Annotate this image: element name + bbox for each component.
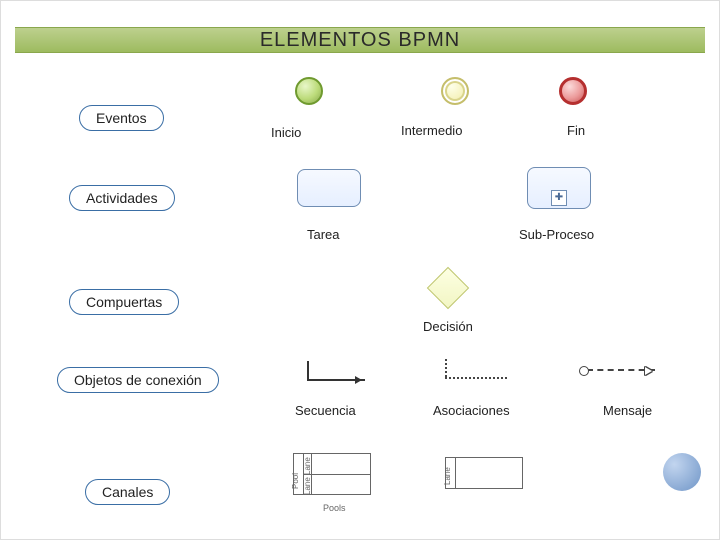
sequence-flow-elbow — [307, 361, 309, 379]
association-elbow — [445, 359, 447, 377]
section-actividades-label: Actividades — [86, 190, 158, 206]
event-intermediate-label: Intermedio — [401, 123, 462, 138]
pool-single-icon — [445, 457, 523, 489]
message-flow-icon — [587, 369, 655, 371]
section-conex-pill: Objetos de conexión — [57, 367, 219, 393]
sequence-flow-icon — [307, 379, 365, 381]
activity-task-label: Tarea — [307, 227, 340, 242]
pool-single-label: Lane — [443, 467, 452, 485]
gateway-decision-icon — [427, 267, 469, 309]
activity-task-icon — [297, 169, 361, 207]
section-compuertas-pill: Compuertas — [69, 289, 179, 315]
section-canales-pill: Canales — [85, 479, 170, 505]
sequence-flow-label: Secuencia — [295, 403, 356, 418]
association-icon — [445, 377, 507, 379]
event-end-label: Fin — [567, 123, 585, 138]
lane-label-2: Lane — [303, 477, 312, 495]
gateway-decision-label: Decisión — [423, 319, 473, 334]
pools-caption: Pools — [323, 503, 346, 513]
event-intermediate-icon — [441, 77, 469, 105]
section-conex-label: Objetos de conexión — [74, 372, 202, 388]
message-flow-label: Mensaje — [603, 403, 652, 418]
activity-subprocess-icon — [527, 167, 591, 209]
title-bar: ELEMENTOS BPMN — [15, 23, 705, 57]
event-start-label: Inicio — [271, 125, 301, 140]
section-eventos-pill: Eventos — [79, 105, 164, 131]
activity-subprocess-label: Sub-Proceso — [519, 227, 594, 242]
page-title: ELEMENTOS BPMN — [260, 29, 460, 52]
section-compuertas-label: Compuertas — [86, 294, 162, 310]
event-end-icon — [559, 77, 587, 105]
section-eventos-label: Eventos — [96, 110, 147, 126]
lane-label-1: Lane — [303, 457, 312, 475]
section-canales-label: Canales — [102, 484, 153, 500]
section-actividades-pill: Actividades — [69, 185, 175, 211]
pool-label-1: Pool — [291, 473, 300, 489]
decorative-corner-circle-icon — [663, 453, 701, 491]
association-label: Asociaciones — [433, 403, 510, 418]
event-start-icon — [295, 77, 323, 105]
